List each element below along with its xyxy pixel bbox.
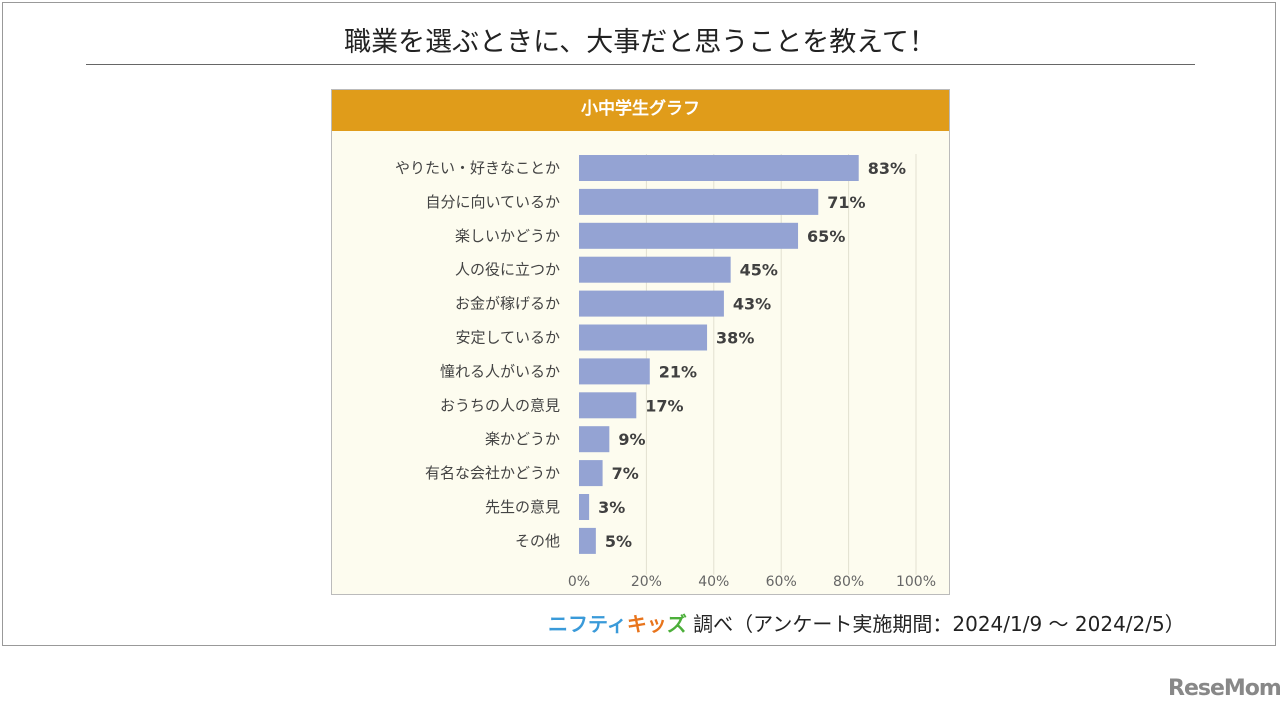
x-tick-label: 100%	[896, 574, 936, 590]
chart-title: 小中学生グラフ	[332, 90, 949, 131]
bar	[579, 392, 637, 419]
x-tick-label: 40%	[698, 574, 729, 590]
data-label: 83%	[868, 159, 906, 178]
bar	[579, 155, 859, 181]
x-tick-label: 0%	[568, 574, 590, 590]
data-label: 43%	[733, 295, 771, 314]
source-text: 調べ（アンケート実施期間：2024/1/9 ～ 2024/2/5）	[693, 612, 1185, 636]
data-label: 7%	[612, 464, 639, 483]
x-tick-label: 20%	[631, 574, 662, 590]
source-note: ニフティキッズ 調べ（アンケート実施期間：2024/1/9 ～ 2024/2/5…	[548, 608, 1185, 637]
category-label: 人の役に立つか	[455, 261, 560, 279]
bar-chart: 0% 20% 40% 60% 80% 100% やりたい・好きなことか 83% 自分に向いている…	[395, 154, 936, 590]
resemom-logo: ReseMom	[1168, 676, 1280, 701]
bar	[579, 324, 708, 351]
category-label: その他	[515, 532, 560, 550]
data-label: 21%	[659, 362, 697, 381]
title-divider	[86, 64, 1195, 65]
data-label: 17%	[645, 396, 683, 415]
niftykids-logo: ニフティキッズ	[548, 612, 687, 636]
category-label: おうちの人の意見	[440, 396, 560, 414]
category-label: お金が稼げるか	[455, 295, 560, 313]
page-title: 職業を選ぶときに、大事だと思うことを教えて！	[344, 27, 936, 58]
bar	[579, 527, 596, 554]
bar	[579, 188, 819, 215]
bar	[579, 256, 731, 283]
bar	[579, 222, 799, 249]
data-label: 38%	[716, 329, 754, 348]
bar	[579, 460, 603, 487]
category-label: 安定しているか	[455, 329, 560, 347]
slide-frame	[2, 2, 1276, 646]
category-label: 憧れる人がいるか	[440, 362, 560, 380]
bar	[579, 290, 724, 317]
category-label: 自分に向いているか	[425, 193, 560, 211]
category-label: 先生の意見	[485, 498, 560, 516]
data-label: 5%	[605, 532, 632, 551]
data-label: 65%	[807, 227, 845, 246]
category-label: やりたい・好きなことか	[395, 159, 560, 177]
bar	[579, 494, 590, 520]
bar	[579, 426, 610, 453]
category-label: 楽しいかどうか	[455, 227, 560, 245]
data-label: 71%	[827, 193, 865, 212]
x-tick-label: 60%	[766, 574, 797, 590]
data-label: 3%	[598, 498, 625, 517]
x-tick-label: 80%	[833, 574, 864, 590]
data-label: 45%	[740, 261, 778, 280]
category-label: 楽かどうか	[485, 430, 560, 448]
data-label: 9%	[618, 430, 645, 449]
chart-panel: 小中学生グラフ 0% 20% 40% 60% 80% 100% やりたい・好きなことか 83%…	[331, 89, 950, 595]
category-label: 有名な会社かどうか	[425, 464, 560, 482]
bar	[579, 358, 650, 385]
